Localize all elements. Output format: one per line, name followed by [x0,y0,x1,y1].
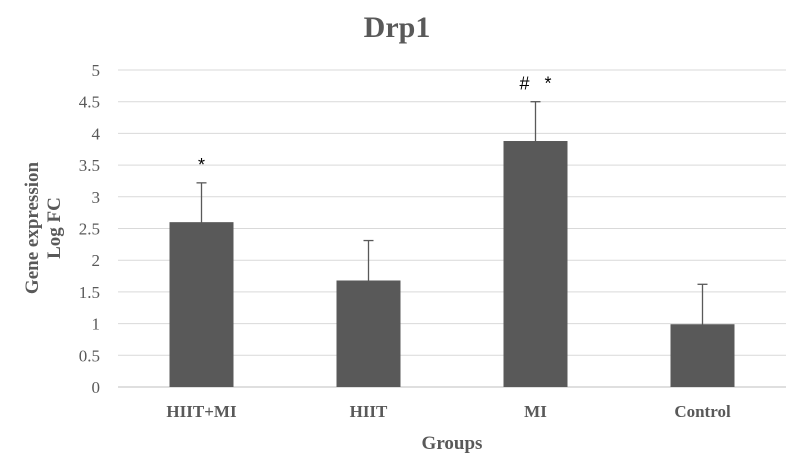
x-category-label: MI [524,402,547,421]
x-category-label: Control [674,402,731,421]
x-axis-categories: HIIT+MI HIIT MI Control [166,402,731,421]
bar [336,280,401,387]
bar [503,141,568,387]
y-axis-ticks: 0 0.5 1 1.5 2 2.5 3 3.5 4 4.5 5 [79,61,101,397]
y-tick-label: 2 [92,251,101,270]
bar [670,324,735,387]
y-axis-title: Gene expression Log FC [22,162,65,295]
y-tick-label: 4.5 [79,93,100,112]
chart-title: Drp1 [364,11,431,44]
significance-marker: # * [519,74,551,94]
x-axis-title: Groups [422,433,483,454]
x-category-label: HIIT [350,402,388,421]
y-tick-label: 4 [92,124,101,143]
error-bars [196,101,708,365]
y-axis-title-line-1: Gene expression [22,162,43,295]
x-category-label: HIIT+MI [166,402,237,421]
y-tick-label: 2.5 [79,220,100,239]
y-tick-label: 0 [92,378,101,397]
bars [169,141,735,387]
significance-marker: * [198,155,205,175]
bar [169,222,234,387]
y-axis-title-line-2: Log FC [44,197,65,259]
y-tick-label: 3 [92,188,101,207]
y-tick-label: 3.5 [79,156,100,175]
y-tick-label: 5 [92,61,101,80]
significance-annotations: * # * [198,74,552,175]
y-tick-label: 1 [92,315,101,334]
y-tick-label: 1.5 [79,283,100,302]
y-tick-label: 0.5 [79,346,100,365]
